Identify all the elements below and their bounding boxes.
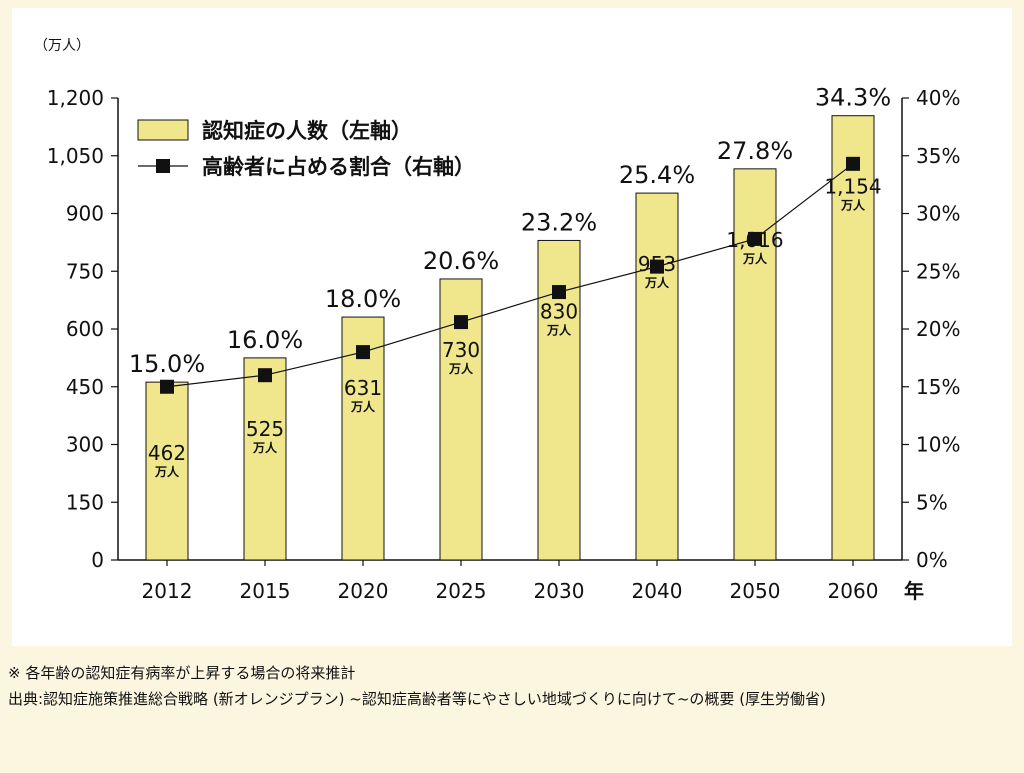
left-tick-label: 1,200 (47, 86, 104, 110)
ratio-label: 15.0% (129, 350, 205, 378)
chart-panel: 0 150 300 450 600 750 900 1,050 1,200 0% 5% 10% 15% 2… (12, 8, 1012, 646)
bar-unit-label: 万人 (546, 322, 572, 337)
right-tick-label: 5% (916, 490, 948, 514)
right-tick-label: 15% (916, 375, 960, 399)
note-line: ※ 各年齢の認知症有病率が上昇する場合の将来推計 (8, 664, 356, 682)
notes: ※ 各年齢の認知症有病率が上昇する場合の将来推計 出典:認知症施策推進総合戦略 … (8, 660, 1013, 712)
bar (243, 357, 287, 561)
x-tick-label: 2020 (338, 579, 389, 603)
left-tick-label: 150 (66, 490, 104, 514)
ratio-point (454, 315, 468, 330)
legend-line-label: 高齢者に占める割合（右軸） (202, 155, 475, 179)
bar-unit-label: 万人 (644, 275, 670, 290)
bar (635, 192, 679, 561)
bar-unit-label: 万人 (742, 251, 768, 266)
ratio-point (846, 156, 860, 171)
ratio-label: 18.0% (325, 285, 401, 313)
bar (145, 381, 189, 561)
x-tick-label: 2015 (240, 579, 291, 603)
left-tick-label: 900 (66, 202, 104, 226)
ratio-label: 27.8% (717, 137, 793, 165)
bar-value-label: 830 (540, 299, 578, 323)
bar-value-label: 462 (148, 441, 186, 465)
bar-value-label: 1,154 (824, 175, 881, 199)
bar-unit-label: 万人 (840, 198, 866, 213)
ratio-label: 23.2% (521, 208, 597, 236)
bar-unit-label: 万人 (350, 399, 376, 414)
x-tick-label: 2025 (436, 579, 487, 603)
ratio-line (166, 163, 854, 388)
source-line: 出典:認知症施策推進総合戦略 (新オレンジプラン) ~認知症高齢者等にやさしい地… (8, 690, 826, 708)
ratio-label: 20.6% (423, 247, 499, 275)
x-tick-label: 2060 (828, 579, 879, 603)
ratio-point (160, 379, 174, 394)
x-tick-label: 2040 (632, 579, 683, 603)
right-tick-label: 0% (916, 548, 948, 572)
right-tick-label: 25% (916, 259, 960, 283)
chart-svg: 0 150 300 450 600 750 900 1,050 1,200 0% 5% 10% 15% 2… (34, 38, 960, 603)
ratio-label: 25.4% (619, 161, 695, 189)
x-unit-label: 年 (904, 579, 924, 603)
bar-unit-label: 万人 (252, 440, 278, 455)
right-tick-label: 10% (916, 433, 960, 457)
left-tick-label: 300 (66, 433, 104, 457)
legend-bar-label: 認知症の人数（左軸） (202, 119, 412, 143)
right-tick-label: 40% (916, 86, 960, 110)
ratio-label: 34.3% (815, 84, 891, 112)
y-left-unit-label: （万人） (34, 38, 90, 54)
ratio-point (258, 368, 272, 383)
bar-unit-label: 万人 (154, 464, 180, 479)
right-tick-label: 20% (916, 317, 960, 341)
left-tick-label: 0 (91, 548, 104, 572)
left-tick-label: 1,050 (47, 144, 104, 168)
x-tick-label: 2030 (534, 579, 585, 603)
legend-line-marker (156, 159, 170, 173)
bar-value-label: 525 (246, 417, 284, 441)
x-tick-label: 2012 (142, 579, 193, 603)
left-tick-label: 750 (66, 259, 104, 283)
right-tick-label: 30% (916, 202, 960, 226)
bar-value-label: 631 (344, 376, 382, 400)
ratio-point (748, 231, 762, 246)
x-tick-label: 2050 (730, 579, 781, 603)
bar-value-label: 730 (442, 338, 480, 362)
left-tick-label: 600 (66, 317, 104, 341)
left-tick-label: 450 (66, 375, 104, 399)
ratio-point (356, 345, 370, 360)
bar-unit-label: 万人 (448, 361, 474, 376)
right-tick-label: 35% (916, 144, 960, 168)
legend-bar-swatch (137, 119, 189, 141)
ratio-point (552, 285, 566, 300)
ratio-label: 16.0% (227, 326, 303, 354)
ratio-point (650, 259, 664, 274)
